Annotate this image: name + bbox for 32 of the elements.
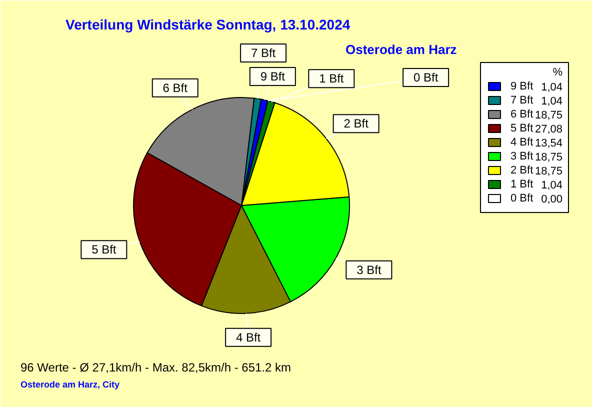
legend-label: 7 Bft	[510, 94, 534, 106]
legend-label: 6 Bft	[510, 108, 534, 120]
data-label: 13,54	[534, 138, 563, 150]
chart-title: Verteilung Windstärke Sonntag, 13.10.2024	[66, 16, 350, 32]
data-label: 1,04	[541, 180, 563, 192]
text: 96 Werte - Ø 27,1km/h - Max. 82,5km/h - 651.2 km	[20, 360, 292, 374]
slice-label: 4 Bft	[236, 330, 262, 344]
slice-label: 3 Bft	[356, 262, 382, 277]
legend-label: 3 Bft	[510, 150, 534, 162]
slice-label: 7 Bft	[250, 46, 276, 60]
data-label: 18,75	[534, 110, 563, 122]
data-label: 27,08	[534, 124, 563, 136]
chart-subtitle: Osterode am Harz	[346, 42, 458, 57]
legend-label: 1 Bft	[510, 178, 534, 190]
slice-label: 1 Bft	[319, 72, 344, 86]
slice-label: 6 Bft	[162, 80, 188, 95]
slice-label: 2 Bft	[344, 116, 370, 131]
category-label: 0 Bft	[413, 70, 438, 85]
data-label: 18,75	[534, 152, 563, 164]
data-label: 1,04	[541, 82, 563, 94]
data-label: 1,04	[541, 96, 563, 108]
legend-title: %	[552, 66, 563, 78]
legend-label: 2 Bft	[510, 164, 534, 176]
text: Osterode am Harz, City	[20, 380, 120, 390]
data-label: 18,75	[534, 166, 563, 178]
slice-label: 9 Bft	[260, 70, 286, 84]
slice-label: 5 Bft	[92, 242, 117, 257]
text: 0,00	[541, 194, 563, 206]
legend-label: 9 Bft	[510, 80, 534, 92]
legend-label: 0 Bft	[510, 192, 534, 204]
legend-label: 4 Bft	[510, 136, 534, 148]
legend-label: 5 Bft	[510, 122, 534, 134]
